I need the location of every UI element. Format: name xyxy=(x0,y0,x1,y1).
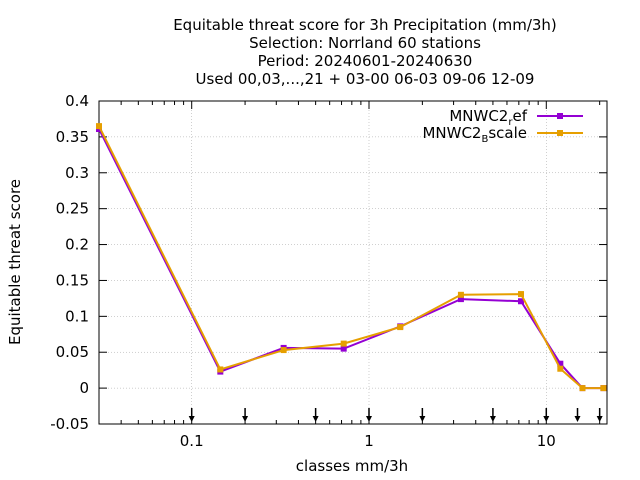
legend-label: MNWC2Bscale xyxy=(422,124,527,145)
x-tick-label: 0.1 xyxy=(180,432,204,450)
data-point xyxy=(517,298,524,305)
data-point xyxy=(579,385,586,392)
title-line-4: Used 00,03,...,21 + 03-00 06-03 09-06 12… xyxy=(196,70,535,88)
y-tick-label: 0 xyxy=(79,379,89,397)
x-axis-label: classes mm/3h xyxy=(296,457,408,475)
y-tick-label: 0.15 xyxy=(56,271,89,289)
threshold-arrows xyxy=(188,408,603,422)
threshold-arrow-head xyxy=(543,416,550,422)
data-point xyxy=(340,340,347,347)
data-point xyxy=(457,291,464,298)
data-point xyxy=(557,365,564,372)
legend-entry-MNWC2_Bscale: MNWC2Bscale xyxy=(422,124,583,145)
legend-entry-MNWC2_ref: MNWC2ref xyxy=(449,107,583,128)
x-tick-label: 10 xyxy=(537,432,556,450)
legend-label: MNWC2ref xyxy=(449,107,527,128)
chart-title: Equitable threat score for 3h Precipitat… xyxy=(173,16,557,88)
y-axis-label: Equitable threat score xyxy=(6,179,24,345)
series-line xyxy=(98,128,604,390)
axes: -0.05 0 0.05 0.1 0.15 0.2 0.25 0.3 0.35 0.4 0.1 1 10 xyxy=(50,92,608,450)
y-tick-label: 0.4 xyxy=(65,92,89,110)
y-tick-label: 0.35 xyxy=(56,128,89,146)
y-tick-label: 0.05 xyxy=(56,343,89,361)
data-point xyxy=(280,347,287,354)
x-tick-label: 1 xyxy=(364,432,374,450)
data-point xyxy=(557,360,564,367)
y-tick-label: 0.3 xyxy=(65,164,89,182)
threshold-arrow-head xyxy=(365,416,372,422)
threshold-arrow-head xyxy=(242,416,249,422)
title-line-3: Period: 20240601-20240630 xyxy=(258,52,473,70)
data-point xyxy=(96,123,102,130)
threshold-arrow-head xyxy=(312,416,319,422)
data-point xyxy=(600,385,607,392)
series-MNWC2_Bscale xyxy=(96,123,607,392)
data-point xyxy=(517,291,524,298)
data-point xyxy=(217,366,224,373)
title-line-2: Selection: Norrland 60 stations xyxy=(249,34,481,52)
title-line-1: Equitable threat score for 3h Precipitat… xyxy=(173,16,557,34)
threshold-arrow-head xyxy=(419,416,426,422)
y-tick-label: 0.25 xyxy=(56,200,89,218)
threshold-arrow-head xyxy=(489,416,496,422)
series-MNWC2_ref xyxy=(96,125,607,392)
y-tick-label: -0.05 xyxy=(50,415,89,433)
threshold-arrow-head xyxy=(596,416,603,422)
y-tick-label: 0.2 xyxy=(65,236,89,254)
threshold-arrow-head xyxy=(188,416,195,422)
legend-marker xyxy=(557,130,563,136)
threshold-arrow-head xyxy=(574,416,581,422)
plot-border xyxy=(98,100,608,425)
data-point xyxy=(397,324,404,331)
series-line xyxy=(98,125,604,390)
data-point xyxy=(340,345,347,352)
grid xyxy=(99,100,607,425)
y-tick-label: 0.1 xyxy=(65,307,89,325)
series-layer xyxy=(96,123,607,392)
legend-marker xyxy=(557,113,563,119)
data-point xyxy=(457,296,464,303)
